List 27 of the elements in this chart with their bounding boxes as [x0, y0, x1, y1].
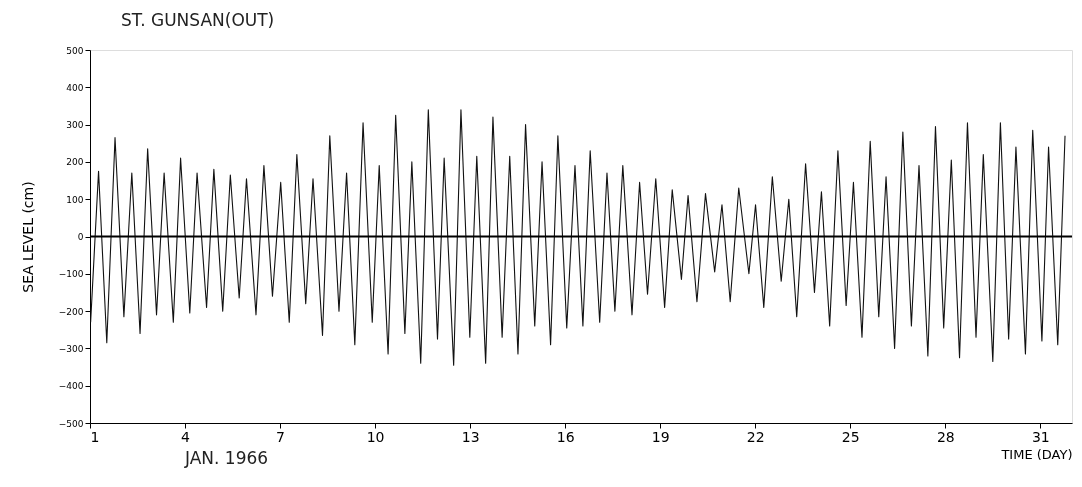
y-tick-label: 200 [66, 157, 84, 168]
y-tick-label: 300 [66, 120, 84, 131]
x-tick-label: 31 [1031, 428, 1050, 445]
y-tick-label: −300 [58, 343, 84, 354]
y-tick-label: −100 [58, 269, 84, 280]
y-tick-label: 500 [66, 45, 84, 56]
y-tick-label: 0 [77, 232, 84, 242]
y-tick-label: −400 [58, 381, 84, 392]
x-tick-label: 28 [936, 428, 955, 445]
x-tick-label: 16 [556, 428, 575, 445]
y-tick-label: 100 [66, 194, 84, 205]
x-tick-label: 19 [651, 428, 670, 445]
text: JAN. 1966 [184, 448, 269, 468]
y-tick-label: −500 [58, 418, 84, 429]
x-tick-label: 10 [366, 428, 385, 445]
y-axis-title: SEA LEVEL (cm) [19, 181, 36, 293]
x-tick-label: 1 [90, 428, 100, 445]
chart-title: ST. GUNSAN(OUT) [121, 10, 275, 30]
line-series [90, 109, 1066, 366]
x-tick-label: 13 [461, 428, 480, 445]
x-axis-title: TIME (DAY) [1000, 446, 1073, 462]
x-tick-label: 22 [746, 428, 765, 445]
x-tick-label: 7 [276, 428, 286, 445]
y-tick-label: −200 [58, 306, 84, 317]
x-tick-label: 4 [181, 428, 191, 445]
y-tick-label: 400 [66, 82, 84, 93]
x-tick-label: 25 [841, 428, 860, 445]
